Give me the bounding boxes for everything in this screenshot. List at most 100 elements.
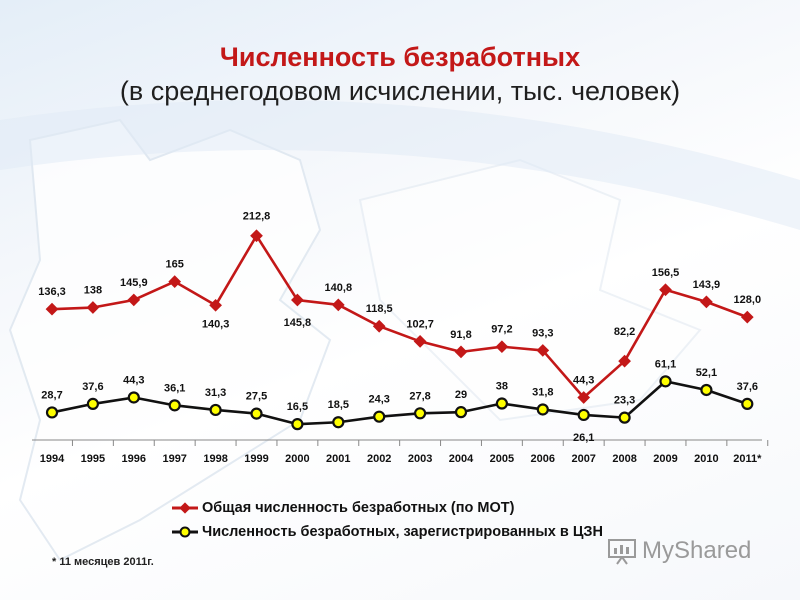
data-label-series1: 136,3 xyxy=(38,286,66,298)
data-label-series2: 24,3 xyxy=(368,394,389,406)
data-label-series1: 97,2 xyxy=(491,324,512,336)
legend: Общая численность безработных (по МОТ) Ч… xyxy=(172,496,603,544)
data-label-series2: 52,1 xyxy=(696,367,717,379)
x-tick-label: 1998 xyxy=(203,453,227,465)
data-label-series2: 26,1 xyxy=(573,432,594,444)
x-tick-label: 2007 xyxy=(571,453,595,465)
x-tick-label: 2002 xyxy=(367,453,391,465)
legend-item-series1: Общая численность безработных (по МОТ) xyxy=(172,496,603,520)
x-tick-label: 2006 xyxy=(531,453,555,465)
chart-subtitle: (в среднегодовом исчислении, тыс. челове… xyxy=(119,76,681,106)
series2-marker xyxy=(495,397,508,410)
series1-marker xyxy=(740,310,754,324)
data-label-series1: 165 xyxy=(166,259,184,271)
data-label-series1: 156,5 xyxy=(652,267,680,279)
data-label-series2: 23,3 xyxy=(614,395,635,407)
data-label-series1: 145,9 xyxy=(120,277,148,289)
x-tick-label: 1994 xyxy=(40,453,65,465)
series1-marker xyxy=(250,229,263,243)
watermark: MyShared xyxy=(606,536,751,566)
data-label-series2: 61,1 xyxy=(655,358,676,370)
series1-marker xyxy=(86,301,100,314)
data-label-series2: 38 xyxy=(496,381,508,393)
series1-marker xyxy=(413,335,427,348)
series1-marker xyxy=(372,319,386,333)
legend-swatch-series2 xyxy=(172,526,198,538)
data-label-series2: 16,5 xyxy=(287,401,308,413)
x-tick-label: 1997 xyxy=(162,453,186,465)
series1-marker xyxy=(127,293,141,307)
data-label-series1: 93,3 xyxy=(532,327,553,339)
data-label-series2: 31,8 xyxy=(532,386,553,398)
series2-marker xyxy=(454,406,468,419)
data-label-series1: 91,8 xyxy=(450,329,471,341)
series1-marker xyxy=(45,302,59,316)
chart-title: Численность безработных xyxy=(219,42,581,72)
legend-item-series2: Численность безработных, зарегистрирован… xyxy=(172,520,603,544)
series2-marker xyxy=(332,416,345,429)
legend-swatch-series1 xyxy=(172,502,198,514)
series1-marker xyxy=(331,298,345,312)
x-tick-label: 2005 xyxy=(490,453,514,465)
data-label-series2: 18,5 xyxy=(328,399,349,411)
series2-marker xyxy=(168,399,181,412)
data-label-series2: 37,6 xyxy=(82,381,103,393)
series2-marker xyxy=(127,391,140,404)
series2-marker xyxy=(250,407,263,420)
data-label-series1: 82,2 xyxy=(614,326,635,338)
series2-marker xyxy=(618,411,631,424)
series2-marker xyxy=(741,397,754,411)
data-label-series2: 27,8 xyxy=(409,390,430,402)
x-tick-label: 2009 xyxy=(653,453,677,465)
x-tick-label: 2010 xyxy=(694,453,718,465)
data-label-series1: 138 xyxy=(84,285,102,297)
x-tick-label: 2003 xyxy=(408,453,432,465)
series1-marker xyxy=(659,283,672,297)
data-label-series1: 118,5 xyxy=(366,303,393,315)
x-tick-label: 1999 xyxy=(244,453,268,465)
series2-marker xyxy=(659,375,672,388)
series2-marker xyxy=(536,403,549,416)
legend-label-series2: Численность безработных, зарегистрирован… xyxy=(202,524,603,540)
series2-marker xyxy=(373,410,386,423)
x-tick-label: 2011* xyxy=(733,453,762,465)
data-label-series2: 29 xyxy=(455,389,467,401)
data-label-series1: 128,0 xyxy=(734,294,762,306)
series2-marker xyxy=(291,418,304,431)
series-line-1 xyxy=(51,234,748,399)
series1-marker xyxy=(495,340,509,354)
x-tick-label: 2001 xyxy=(326,453,350,465)
data-label-series1: 102,7 xyxy=(406,318,434,330)
data-label-series1: 44,3 xyxy=(573,374,594,386)
data-label-series2: 31,3 xyxy=(205,387,226,399)
series1-marker xyxy=(209,298,222,312)
data-label-series1: 140,8 xyxy=(325,282,353,294)
series1-marker xyxy=(168,275,182,288)
series1-marker xyxy=(291,293,304,307)
data-label-series2: 44,3 xyxy=(123,374,144,386)
series2-marker xyxy=(577,408,590,422)
watermark-text: MyShared xyxy=(642,537,752,564)
footnote: * 11 месяцев 2011г. xyxy=(52,556,154,568)
data-label-series2: 27,5 xyxy=(246,391,267,403)
series2-marker xyxy=(86,397,100,411)
data-label-series2: 36,1 xyxy=(164,382,185,394)
data-label-series1: 145,8 xyxy=(284,317,312,329)
data-label-series2: 28,7 xyxy=(41,389,62,401)
series-line-2 xyxy=(51,380,748,426)
series1-marker xyxy=(700,295,713,309)
series1-marker xyxy=(454,345,468,359)
series2-marker xyxy=(414,407,427,420)
data-label-series1: 143,9 xyxy=(693,279,721,291)
data-label-series2: 37,6 xyxy=(737,381,758,393)
data-label-series1: 140,3 xyxy=(202,318,230,330)
x-tick-label: 2004 xyxy=(449,453,474,465)
series2-marker xyxy=(45,406,59,419)
presentation-icon xyxy=(608,539,636,565)
data-label-series1: 212,8 xyxy=(243,211,271,223)
legend-label-series1: Общая численность безработных (по МОТ) xyxy=(202,500,515,516)
series2-marker xyxy=(700,383,713,397)
x-tick-label: 1996 xyxy=(122,453,146,465)
